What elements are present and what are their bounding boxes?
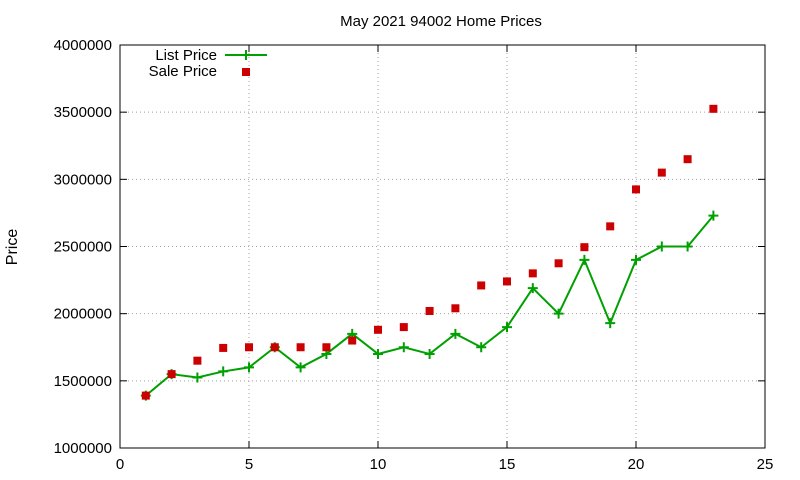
sale-price-point [528, 269, 537, 278]
sale-price-point [399, 323, 408, 332]
sale-price-point [374, 325, 382, 334]
list-price-point [682, 241, 693, 252]
list-price-point [502, 322, 512, 333]
x-tick-label: 0 [116, 456, 124, 473]
x-tick-label: 5 [245, 456, 253, 473]
y-tick-label: 3500000 [54, 104, 112, 121]
y-tick-label: 2000000 [54, 306, 112, 323]
list-price-point [579, 254, 590, 265]
legend-plus-list-price [241, 50, 251, 60]
legend-marker-list-price [225, 50, 267, 60]
sale-price-point [193, 356, 202, 365]
series-group [140, 104, 719, 401]
axis-ticks: 1000000 1500000 2000000 2500000 3000000 35000… [54, 37, 774, 473]
legend-square-sale-price [242, 68, 250, 76]
y-tick-label: 1500000 [54, 373, 112, 390]
list-price-line [145, 214, 715, 397]
y-axis-label: Price [4, 229, 21, 266]
series-list-price [140, 210, 719, 401]
y-tick-label: 4000000 [54, 37, 112, 54]
list-price-point [656, 241, 667, 252]
x-tick-label: 20 [628, 456, 645, 473]
sale-price-point [503, 277, 511, 286]
list-price-point [192, 372, 203, 383]
list-price-point [218, 366, 229, 377]
x-tick-label: 10 [370, 456, 387, 473]
sale-price-point [322, 343, 331, 352]
list-price-point [708, 210, 719, 221]
list-price-point [553, 308, 564, 319]
sale-price-point [141, 391, 150, 400]
chart-title: May 2021 94002 Home Prices [340, 13, 542, 30]
list-price-point [527, 283, 538, 294]
legend-label-list-price: List Price [155, 47, 217, 64]
sale-price-point [477, 281, 486, 290]
list-price-point [631, 254, 641, 265]
sale-price-point [348, 336, 357, 345]
sale-price-point [167, 370, 176, 379]
list-price-point [450, 328, 461, 339]
y-tick-label: 1000000 [54, 440, 112, 457]
list-price-point [295, 362, 306, 373]
series-sale-price [141, 104, 718, 400]
list-price-point [424, 348, 435, 359]
sale-price-point [219, 343, 228, 352]
list-price-point [605, 318, 616, 329]
sale-price-point [554, 259, 563, 268]
sale-price-point [270, 343, 279, 352]
x-tick-label: 15 [499, 456, 516, 473]
sale-price-point [709, 104, 718, 113]
y-tick-label: 3000000 [54, 171, 112, 188]
legend-marker-sale-price [242, 68, 250, 76]
sale-price-point [425, 306, 434, 315]
y-tick-label: 2500000 [54, 239, 112, 256]
sale-price-point [683, 155, 692, 164]
legend-label-sale-price: Sale Price [149, 63, 217, 80]
legend: List Price Sale Price [149, 47, 267, 80]
list-price-point [476, 342, 487, 353]
list-price-point [244, 362, 254, 373]
list-price-point [398, 342, 409, 353]
sale-price-point [580, 243, 589, 252]
sale-price-point [606, 222, 615, 231]
list-price-point [373, 348, 383, 359]
x-tick-label: 25 [757, 456, 774, 473]
sale-price-point [632, 185, 640, 194]
sale-price-point [296, 343, 305, 352]
sale-price-point [657, 168, 666, 177]
sale-price-point [451, 304, 460, 313]
sale-price-point [245, 343, 253, 352]
